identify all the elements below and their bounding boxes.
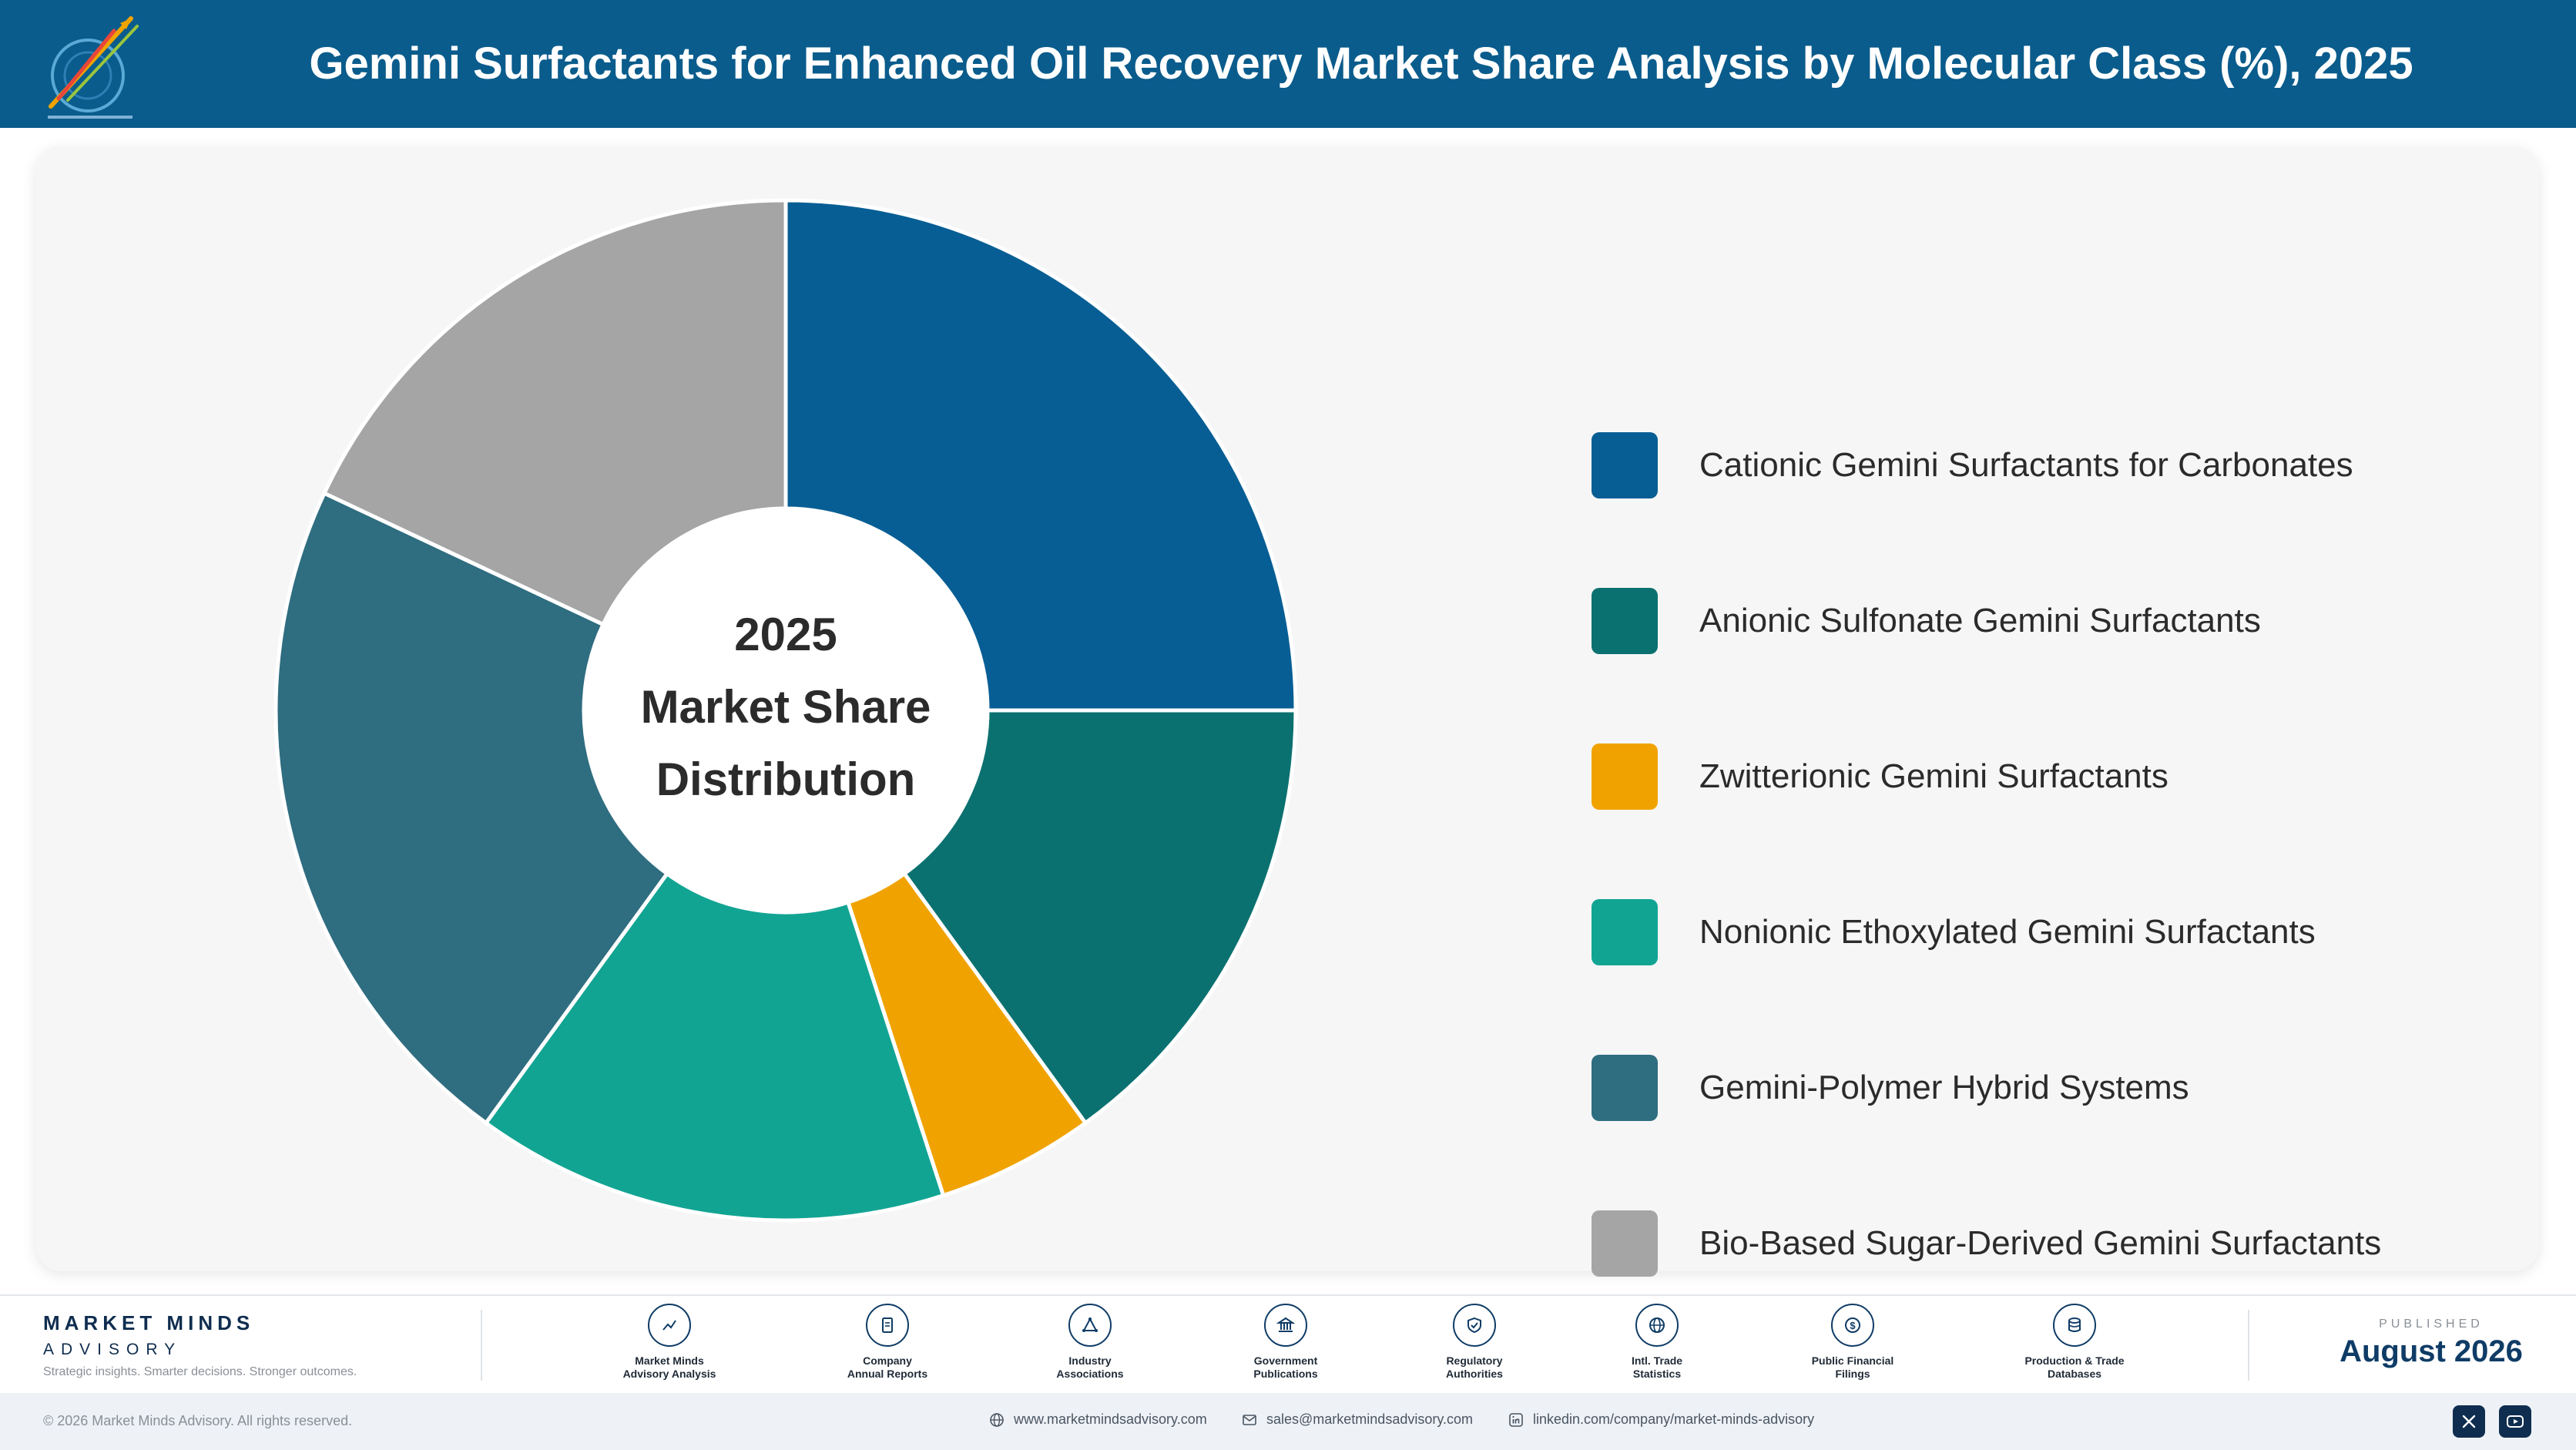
brand-name: MARKET MINDS: [43, 1311, 255, 1334]
copyright-text: © 2026 Market Minds Advisory. All rights…: [43, 1413, 353, 1428]
chart-card: 2025 Market Share Distribution Cationic Ge…: [35, 146, 2539, 1277]
company-logo: [48, 16, 139, 119]
legend-swatch: [1592, 432, 1658, 498]
linkedin-text: linkedin.com/company/market-minds-adviso…: [1533, 1411, 1815, 1427]
mail-icon: [1243, 1414, 1256, 1425]
source-label: Public Financial Filings: [1811, 1354, 1894, 1380]
source-item: Industry Associations: [1013, 1304, 1167, 1381]
legend-label: Gemini-Polymer Hybrid Systems: [1699, 1069, 2189, 1106]
source-item: Company Annual Reports: [810, 1304, 964, 1381]
svg-text:$: $: [1850, 1320, 1856, 1331]
globe-icon: [1635, 1304, 1679, 1347]
footer-divider: [481, 1310, 482, 1381]
x-icon: [2462, 1415, 2476, 1428]
source-item: Production & Trade Databases: [1997, 1304, 2152, 1381]
donut-chart: 2025 Market Share Distribution: [273, 198, 1298, 1223]
source-label: Intl. Trade Statistics: [1631, 1354, 1683, 1380]
legend-item: Gemini-Polymer Hybrid Systems: [1592, 1054, 2189, 1122]
source-label: Government Publications: [1253, 1354, 1318, 1380]
legend-item: Anionic Sulfonate Gemini Surfactants: [1592, 587, 2261, 655]
donut-center: [584, 509, 988, 912]
center-label-line: Distribution: [656, 754, 916, 805]
network-icon: [1068, 1304, 1112, 1347]
legend-label: Anionic Sulfonate Gemini Surfactants: [1699, 602, 2261, 639]
legend-swatch: [1592, 1055, 1658, 1121]
legend-swatch: [1592, 899, 1658, 965]
center-label-line: Market Share: [641, 681, 931, 733]
page-title: Gemini Surfactants for Enhanced Oil Reco…: [309, 39, 2413, 89]
source-label: Market Minds Advisory Analysis: [622, 1354, 716, 1380]
building-icon: [1264, 1304, 1307, 1347]
legend-swatch: [1592, 743, 1658, 810]
legend-item: Bio-Based Sugar-Derived Gemini Surfactan…: [1592, 1210, 2381, 1277]
source-label: Industry Associations: [1056, 1354, 1124, 1380]
source-label: Company Annual Reports: [847, 1354, 928, 1380]
brand-subtitle: ADVISORY: [43, 1341, 183, 1358]
website-link[interactable]: www.marketmindsadvisory.com: [989, 1411, 1207, 1428]
youtube-icon: [2507, 1415, 2524, 1428]
bottom-bar: © 2026 Market Minds Advisory. All rights…: [0, 1393, 2576, 1450]
legend-label: Bio-Based Sugar-Derived Gemini Surfactan…: [1699, 1224, 2382, 1262]
footer-divider: [2248, 1310, 2249, 1381]
source-label: Production & Trade Databases: [2024, 1354, 2125, 1380]
database-icon: [2053, 1304, 2096, 1347]
legend-swatch: [1592, 588, 1658, 654]
linkedin-icon: [1509, 1412, 1523, 1427]
legend-label: Zwitterionic Gemini Surfactants: [1699, 757, 2168, 795]
legend-label: Cationic Gemini Surfactants for Carbonat…: [1699, 446, 2353, 484]
legend-item: Cationic Gemini Surfactants for Carbonat…: [1592, 431, 2353, 499]
source-item: Government Publications: [1209, 1304, 1363, 1381]
legend-label: Nonionic Ethoxylated Gemini Surfactants: [1699, 913, 2316, 951]
header-bar: Gemini Surfactants for Enhanced Oil Reco…: [0, 0, 2576, 128]
email-text: sales@marketmindsadvisory.com: [1266, 1411, 1474, 1427]
source-item: $ Public Financial Filings: [1776, 1304, 1930, 1381]
brand-tagline: Strategic insights. Smarter decisions. S…: [43, 1365, 357, 1378]
legend-swatch: [1592, 1210, 1658, 1277]
footer: MARKET MINDS ADVISORY Strategic insights…: [0, 1294, 2576, 1391]
published-label: PUBLISHED: [2379, 1317, 2484, 1331]
legend-item: Zwitterionic Gemini Surfactants: [1592, 743, 2168, 811]
dollar-icon: $: [1831, 1304, 1874, 1347]
globe-icon: [990, 1412, 1004, 1427]
linkedin-link[interactable]: linkedin.com/company/market-minds-adviso…: [1508, 1411, 1814, 1428]
x-social-button[interactable]: [2453, 1405, 2485, 1438]
source-item: Intl. Trade Statistics: [1580, 1304, 1734, 1381]
document-icon: [866, 1304, 909, 1347]
email-link[interactable]: sales@marketmindsadvisory.com: [1242, 1411, 1473, 1428]
website-text: www.marketmindsadvisory.com: [1014, 1411, 1207, 1427]
published-date: August 2026: [2340, 1334, 2523, 1368]
source-label: Regulatory Authorities: [1446, 1354, 1503, 1380]
youtube-social-button[interactable]: [2499, 1405, 2531, 1438]
center-label-line: 2025: [734, 609, 837, 660]
shield-icon: [1453, 1304, 1496, 1347]
legend-item: Nonionic Ethoxylated Gemini Surfactants: [1592, 898, 2316, 966]
trend-icon: [648, 1304, 691, 1347]
source-item: Regulatory Authorities: [1397, 1304, 1551, 1381]
source-item: Market Minds Advisory Analysis: [592, 1304, 746, 1381]
